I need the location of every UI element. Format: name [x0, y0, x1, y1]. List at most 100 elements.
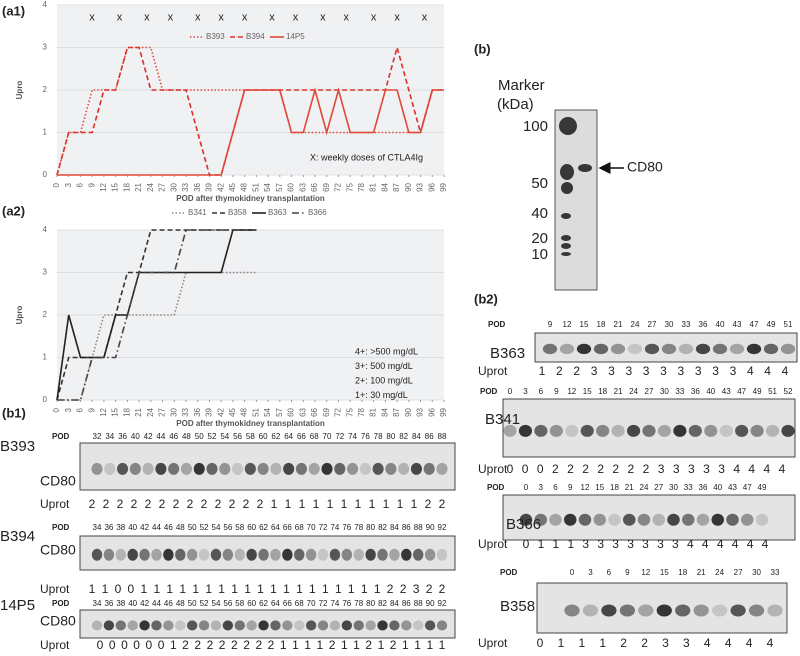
- band: [561, 243, 571, 249]
- band: [561, 213, 571, 219]
- uprot-value: 1: [299, 497, 306, 511]
- uprot-value: 4: [762, 537, 769, 551]
- x-tick-label: 6: [76, 407, 85, 412]
- pod-value: 36: [118, 432, 127, 441]
- pod-value: 54: [212, 599, 221, 608]
- band: [334, 462, 346, 475]
- band: [365, 620, 376, 631]
- uprot-value: 2: [573, 364, 580, 378]
- band: [623, 513, 636, 526]
- uprot-value: 1: [599, 636, 606, 650]
- uprot-value: 2: [231, 638, 238, 652]
- marker-kda: 20: [531, 230, 548, 247]
- uprot-label: Uprot: [478, 636, 508, 650]
- x-tick-label: 87: [392, 182, 401, 191]
- pod-value: 9: [568, 483, 573, 492]
- pod-value: 78: [354, 599, 363, 608]
- band: [377, 548, 388, 561]
- pod-value: 15: [580, 320, 589, 329]
- band: [103, 548, 115, 561]
- band: [151, 548, 162, 561]
- band: [729, 343, 745, 355]
- uprot-value: 4: [732, 537, 739, 551]
- pod-value: 34: [93, 599, 102, 608]
- uprot-value: 4: [702, 537, 709, 551]
- uprot-value: 0: [97, 638, 104, 652]
- uprot-value: 1: [383, 497, 390, 511]
- uprot-value: 1: [411, 497, 418, 511]
- uprot-value: 2: [255, 638, 262, 652]
- uprot-value: 3: [591, 364, 598, 378]
- pod-value: 3: [588, 568, 593, 577]
- uprot-value: 1: [304, 638, 311, 652]
- band: [424, 620, 436, 631]
- uprot-value: 1: [292, 638, 299, 652]
- pod-value: 12: [567, 387, 576, 396]
- dose-marker: x: [293, 12, 299, 24]
- pod-value: 66: [297, 432, 306, 441]
- uprot-value: 1: [102, 582, 109, 596]
- x-tick-label: 33: [181, 182, 190, 191]
- pod-value: 80: [386, 432, 395, 441]
- band: [294, 548, 305, 561]
- pod-value: 12: [641, 568, 650, 577]
- band: [578, 164, 592, 172]
- uprot-value: 1: [538, 537, 545, 551]
- marker-kda: 50: [531, 175, 548, 192]
- band: [139, 548, 150, 561]
- uprot-value: 2: [390, 638, 397, 652]
- band: [258, 548, 269, 561]
- band: [711, 513, 724, 526]
- pod-value: 40: [128, 599, 137, 608]
- pod-value: 74: [330, 523, 339, 532]
- marker-kda: 10: [531, 246, 548, 263]
- legend-label: B366: [308, 208, 327, 217]
- x-tick-label: 78: [357, 407, 366, 416]
- pod-value: 52: [200, 523, 209, 532]
- band: [582, 604, 599, 617]
- uprot-value: 1: [348, 582, 355, 596]
- pod-value: 44: [152, 599, 161, 608]
- pod-value: 40: [128, 523, 137, 532]
- x-tick-label: 9: [87, 407, 96, 412]
- band: [389, 548, 400, 561]
- dose-marker: x: [320, 12, 326, 24]
- pod-value: 52: [208, 432, 217, 441]
- band: [91, 462, 103, 475]
- uprot-value: 2: [243, 497, 250, 511]
- band: [175, 548, 186, 561]
- band: [401, 620, 412, 631]
- uprot-value: 2: [628, 462, 635, 476]
- uprot-value: 2: [182, 638, 189, 652]
- band: [627, 343, 643, 355]
- uprot-value: 2: [268, 638, 275, 652]
- y-tick-label: 1: [43, 128, 48, 137]
- uprot-value: 1: [558, 636, 565, 650]
- uprot-value: 2: [641, 636, 648, 650]
- pod-value: 43: [733, 320, 742, 329]
- x-tick-label: 66: [310, 407, 319, 416]
- band: [712, 343, 728, 355]
- uprot-value: 2: [117, 497, 124, 511]
- dose-marker: x: [168, 12, 174, 24]
- marker-title: Marker: [498, 77, 545, 94]
- uprot-value: 3: [662, 636, 669, 650]
- band: [377, 620, 388, 631]
- uprot-value: 2: [194, 638, 201, 652]
- uprot-value: 1: [378, 638, 385, 652]
- marker-kda: 100: [523, 118, 548, 135]
- uprot-value: 1: [218, 582, 225, 596]
- pod-value: 56: [233, 432, 242, 441]
- pod-value: 92: [438, 599, 447, 608]
- pod-value: 51: [784, 320, 793, 329]
- pod-value: 92: [438, 523, 447, 532]
- y-tick-label: 2: [43, 310, 48, 319]
- uprot-value: 4: [748, 462, 755, 476]
- band: [353, 620, 364, 631]
- x-tick-label: 0: [52, 182, 61, 187]
- pod-value: 52: [784, 387, 793, 396]
- band: [611, 424, 625, 437]
- band: [413, 548, 424, 561]
- band: [763, 343, 779, 355]
- x-tick-label: 60: [287, 182, 296, 191]
